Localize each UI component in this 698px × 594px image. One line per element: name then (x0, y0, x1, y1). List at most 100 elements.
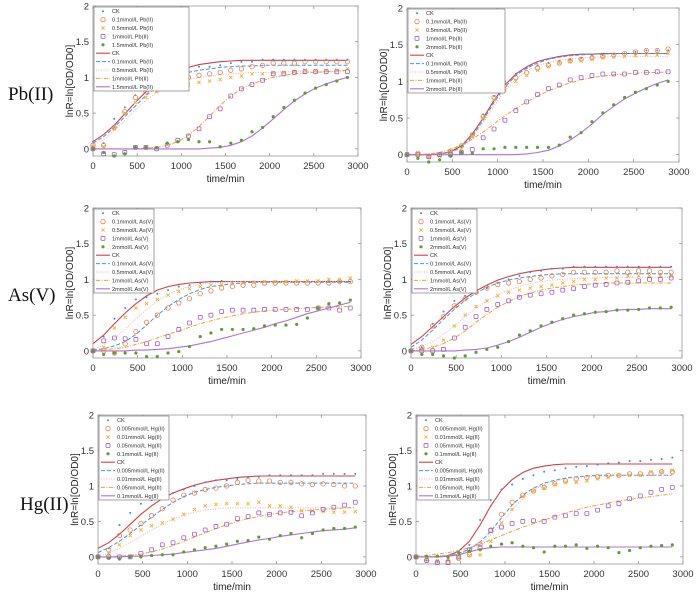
y-tick-label: 1.5 (81, 446, 94, 457)
data-point (634, 51, 637, 53)
data-point (209, 280, 212, 283)
data-point (585, 546, 589, 550)
data-point (91, 147, 95, 151)
data-point (197, 80, 201, 85)
fit-line-2 (410, 276, 672, 350)
data-point (637, 265, 640, 268)
data-point (437, 154, 442, 159)
data-point (531, 546, 536, 550)
data-point (505, 280, 512, 286)
data-point (177, 349, 181, 354)
data-point (349, 280, 352, 283)
data-point (240, 307, 246, 313)
data-point (595, 507, 600, 513)
data-point (600, 53, 606, 60)
data-point (299, 481, 305, 487)
row-label-as: As(V) (8, 285, 56, 306)
data-point (294, 278, 299, 283)
data-point (542, 486, 547, 490)
legend-label: CK (112, 211, 120, 217)
data-point (208, 312, 214, 318)
data-point (499, 542, 504, 546)
data-point (294, 307, 300, 312)
legend-label: 0.1mmol/L Hg(II) (117, 494, 159, 500)
data-point (282, 58, 285, 61)
legend-box (93, 6, 190, 92)
data-point (159, 542, 165, 548)
data-point (553, 544, 557, 548)
legend-label: 1mmol/L As(V) (112, 278, 149, 284)
legend-label: 0.05mmol/L Hg(II) (117, 443, 162, 449)
data-point (241, 327, 245, 332)
data-point (485, 347, 489, 352)
data-point (309, 481, 315, 488)
data-point (647, 273, 652, 278)
data-point (611, 71, 617, 77)
data-point (671, 456, 674, 459)
data-point (272, 307, 278, 312)
data-point (524, 73, 529, 78)
data-point (323, 69, 329, 75)
data-point (203, 546, 207, 550)
chart-pb-a: 0 500 1000 1500 2000 2500 3000 0 0.5 1 1.5 2 time/mi… (65, 2, 369, 186)
data-point (133, 337, 139, 342)
data-point (167, 289, 170, 292)
data-point (160, 553, 164, 557)
legend-label: 0.005mmol/L Hg(II) (435, 469, 483, 475)
data-point (305, 316, 309, 320)
data-point (545, 62, 552, 68)
x-tick-label: 2000 (266, 569, 287, 580)
data-point (478, 552, 482, 557)
data-point (322, 472, 325, 475)
data-point (257, 535, 261, 539)
data-point (560, 287, 566, 293)
legend-marker (107, 419, 109, 422)
data-point (485, 287, 488, 289)
data-point (628, 460, 631, 463)
data-point (187, 320, 192, 326)
data-point (572, 265, 575, 268)
data-point (127, 527, 133, 533)
y-tick-label: 2 (402, 204, 407, 215)
data-point (261, 125, 265, 130)
data-point (312, 59, 319, 65)
x-tick-label: 0 (413, 569, 418, 580)
data-point (567, 77, 573, 83)
data-point (249, 64, 255, 70)
data-point (549, 273, 555, 279)
data-point (282, 105, 286, 110)
data-point (458, 143, 464, 149)
data-point (102, 335, 105, 338)
data-point (331, 481, 337, 488)
legend-label: 0.05mmol/L Hg(II) (435, 443, 480, 449)
data-point (528, 286, 533, 290)
data-point (170, 497, 176, 503)
data-point (214, 502, 218, 507)
x-tick-label: 2500 (623, 167, 644, 178)
legend-marker (414, 18, 420, 25)
x-tick-label: 3000 (671, 363, 692, 374)
data-point (209, 283, 213, 288)
data-point (502, 117, 508, 123)
data-point (342, 502, 347, 508)
data-point (256, 500, 261, 505)
data-point (452, 323, 457, 328)
data-point (557, 61, 562, 65)
data-point (420, 346, 423, 349)
data-point (615, 265, 618, 268)
data-point (592, 269, 598, 275)
data-point (92, 140, 94, 143)
data-point (525, 67, 528, 70)
data-point (112, 335, 117, 341)
data-point (615, 308, 619, 312)
data-point (145, 296, 148, 299)
legend-label: 2mmol/L As(V) (430, 245, 467, 251)
data-point (262, 279, 267, 284)
x-axis-label: time/min (207, 174, 245, 185)
data-point (337, 277, 342, 282)
data-point (623, 95, 627, 100)
data-point (266, 478, 273, 484)
x-tick-label: 0 (404, 167, 409, 178)
data-point (596, 463, 599, 466)
data-point (539, 284, 543, 289)
